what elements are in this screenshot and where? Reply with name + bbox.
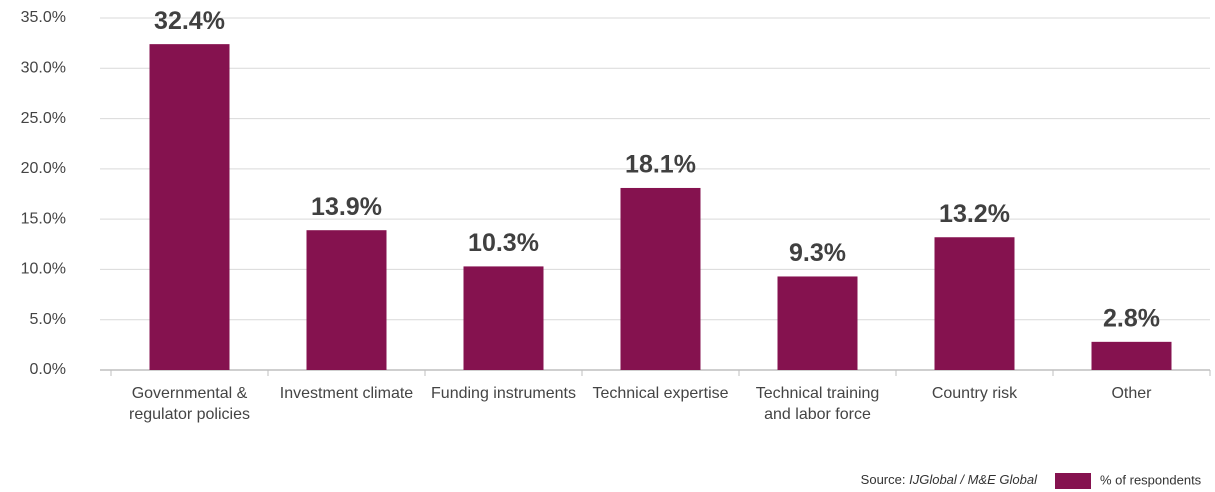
y-tick-label: 30.0%	[21, 60, 66, 77]
source-text: IJGlobal / M&E Global	[909, 472, 1037, 487]
value-label: 13.9%	[311, 193, 382, 221]
x-tick-label: Other	[1111, 385, 1152, 402]
value-label: 32.4%	[154, 7, 225, 35]
x-tick-label: Technical expertise	[592, 385, 729, 402]
legend-swatch	[1055, 473, 1091, 489]
bar	[777, 276, 858, 370]
bar	[463, 266, 544, 370]
value-label: 9.3%	[789, 239, 846, 267]
value-label: 2.8%	[1103, 304, 1160, 332]
bar	[934, 237, 1015, 370]
y-tick-label: 15.0%	[21, 210, 66, 227]
bar	[620, 187, 701, 370]
bar	[149, 44, 230, 371]
x-tick-label: Investment climate	[279, 385, 414, 402]
value-label: 10.3%	[468, 229, 539, 257]
y-tick-label: 20.0%	[21, 160, 66, 177]
x-tick-label: Country risk	[931, 385, 1018, 402]
x-tick-label: Funding instruments	[431, 385, 576, 402]
y-tick-label: 25.0%	[21, 110, 66, 127]
y-tick-label: 0.0%	[30, 361, 66, 378]
y-tick-label: 5.0%	[30, 311, 66, 328]
value-label: 13.2%	[939, 200, 1010, 228]
value-label: 18.1%	[625, 151, 696, 179]
y-tick-label: 35.0%	[21, 9, 66, 26]
bar	[306, 230, 387, 370]
legend-label: % of respondents	[1100, 472, 1202, 487]
source-label: Source:	[860, 472, 906, 487]
y-tick-label: 10.0%	[21, 261, 66, 278]
x-tick-label: Technical training and labor force	[755, 385, 880, 423]
source: Source: IJGlobal / M&E Global	[861, 472, 1037, 487]
bar	[1091, 341, 1172, 370]
x-tick-label: Governmental & regulator policies	[129, 385, 250, 423]
